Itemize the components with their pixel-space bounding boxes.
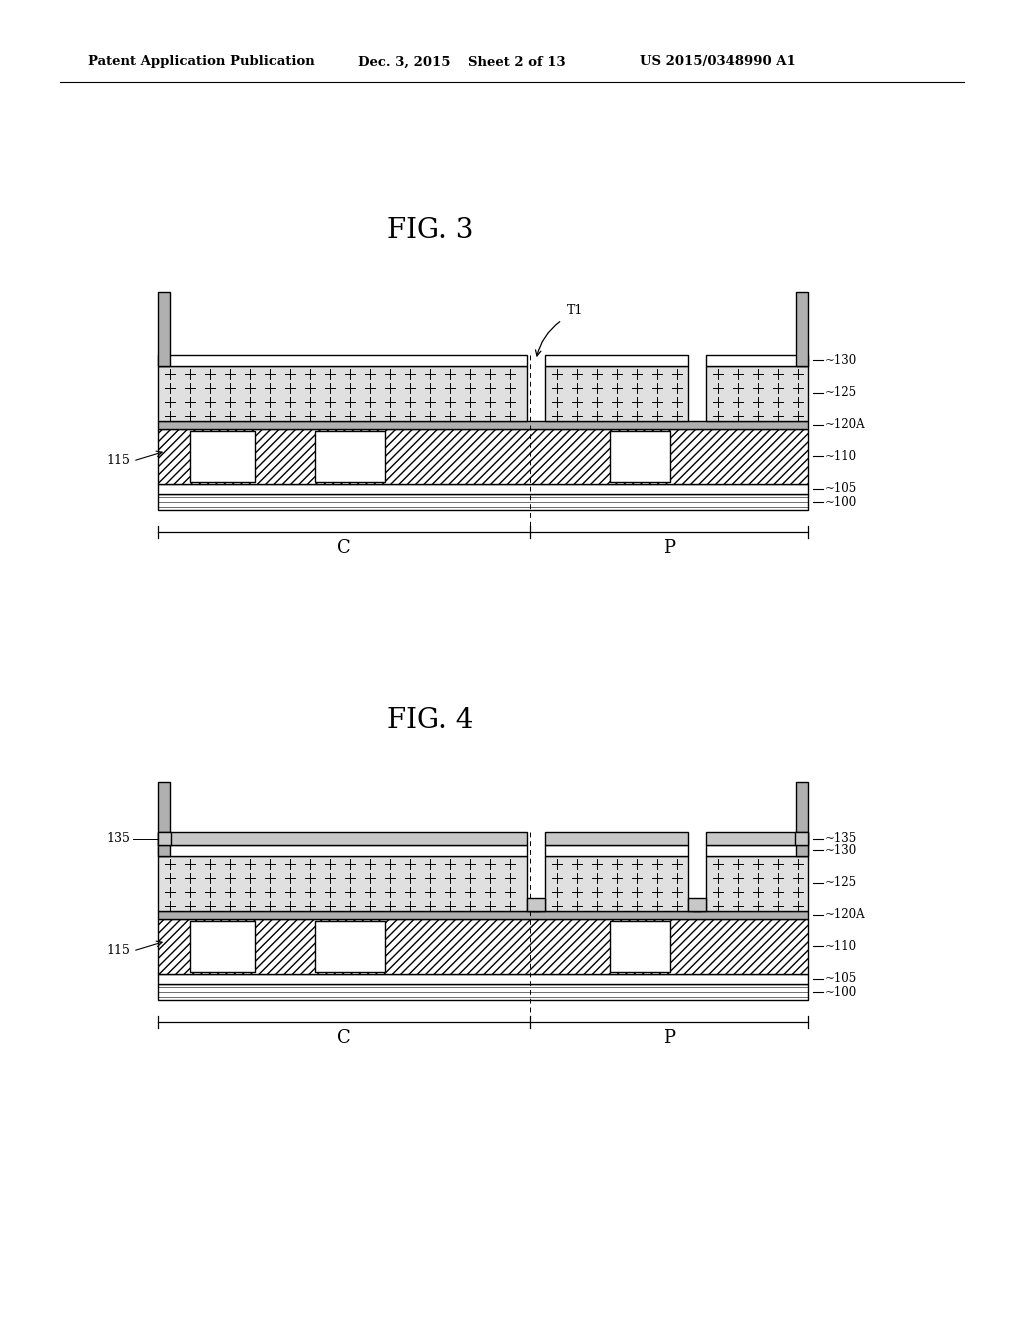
Bar — [527, 898, 545, 911]
Bar — [706, 855, 808, 911]
Bar — [158, 911, 808, 919]
Bar — [688, 898, 706, 911]
Bar — [610, 432, 670, 482]
Bar — [545, 355, 688, 366]
Bar — [158, 494, 808, 510]
Text: ~130: ~130 — [825, 354, 857, 367]
Text: ~120A: ~120A — [825, 908, 865, 921]
Text: ~110: ~110 — [825, 940, 857, 953]
Text: Patent Application Publication: Patent Application Publication — [88, 55, 314, 69]
Bar — [706, 366, 808, 421]
Text: 115: 115 — [106, 454, 130, 467]
Bar — [706, 832, 808, 845]
Bar — [545, 855, 688, 911]
Text: ~135: ~135 — [825, 833, 857, 846]
Bar — [610, 921, 670, 972]
Bar — [795, 832, 808, 845]
Bar — [706, 845, 808, 855]
Bar — [158, 832, 527, 845]
Bar — [158, 974, 808, 983]
Bar — [796, 292, 808, 366]
Text: ~125: ~125 — [825, 876, 857, 890]
Bar — [706, 355, 808, 366]
Text: ~120A: ~120A — [825, 418, 865, 432]
Text: FIG. 3: FIG. 3 — [387, 216, 473, 243]
Bar — [190, 921, 255, 972]
Text: ~100: ~100 — [825, 495, 857, 508]
Text: ~130: ~130 — [825, 843, 857, 857]
Bar — [158, 781, 170, 855]
Bar — [315, 921, 385, 972]
Text: ~105: ~105 — [825, 973, 857, 986]
Text: US 2015/0348990 A1: US 2015/0348990 A1 — [640, 55, 796, 69]
Bar — [158, 429, 808, 484]
Bar — [158, 292, 170, 366]
Text: 135: 135 — [106, 833, 130, 846]
Text: C: C — [337, 539, 351, 557]
Text: ~125: ~125 — [825, 387, 857, 400]
Text: Dec. 3, 2015: Dec. 3, 2015 — [358, 55, 451, 69]
Text: ~105: ~105 — [825, 483, 857, 495]
Bar — [545, 845, 688, 855]
Text: P: P — [663, 539, 675, 557]
Bar — [158, 845, 527, 855]
Bar — [190, 432, 255, 482]
Bar — [158, 355, 527, 366]
Bar — [796, 781, 808, 855]
Bar — [545, 366, 688, 421]
Text: P: P — [663, 1030, 675, 1047]
Text: 115: 115 — [106, 945, 130, 957]
Bar — [158, 919, 808, 974]
Bar — [315, 432, 385, 482]
Text: T1: T1 — [567, 304, 584, 317]
Text: ~110: ~110 — [825, 450, 857, 462]
Bar — [158, 366, 527, 421]
Bar — [158, 855, 527, 911]
Text: FIG. 4: FIG. 4 — [387, 706, 473, 734]
Bar — [158, 421, 808, 429]
Text: ~100: ~100 — [825, 986, 857, 998]
Text: Sheet 2 of 13: Sheet 2 of 13 — [468, 55, 565, 69]
Bar — [158, 983, 808, 1001]
Text: C: C — [337, 1030, 351, 1047]
Bar — [158, 832, 171, 845]
Bar — [158, 484, 808, 494]
Bar — [545, 832, 688, 845]
